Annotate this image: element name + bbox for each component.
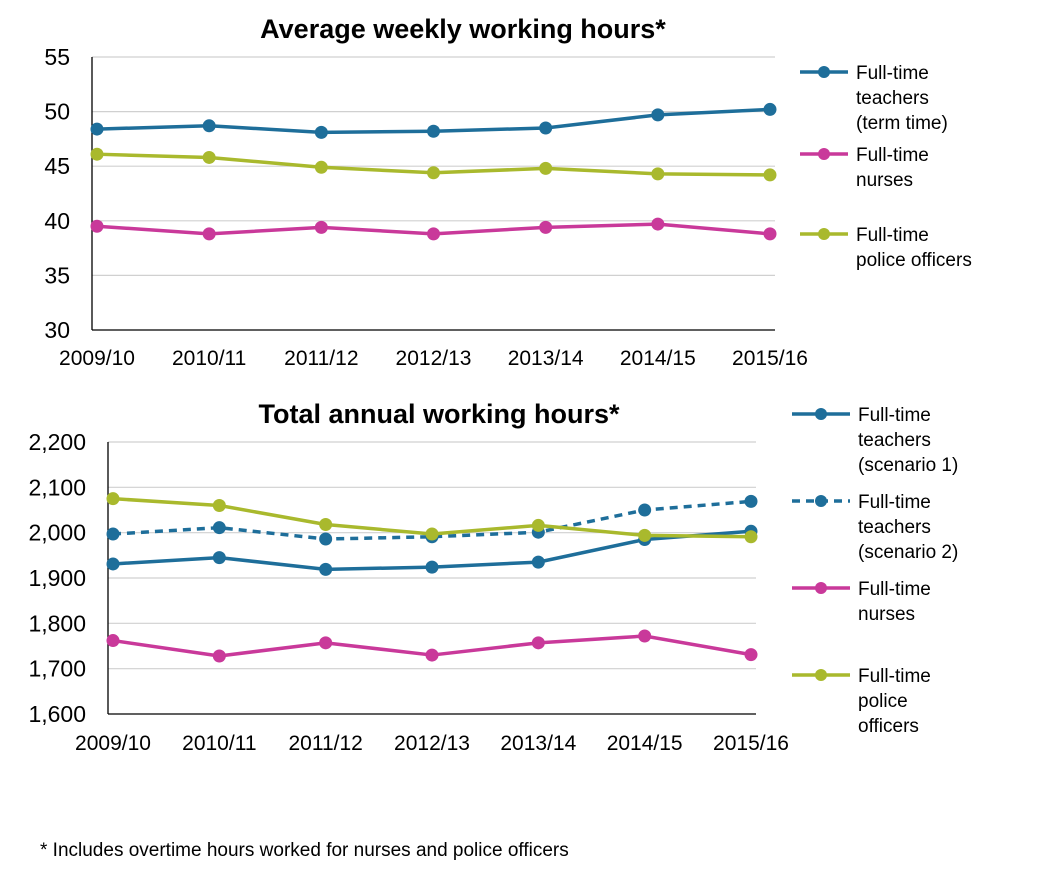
- data-point-full-time-nurses: [314, 220, 328, 234]
- y-tick-label: 2,000: [28, 520, 86, 546]
- data-point-full-time-teachers-term-time: [763, 102, 777, 116]
- legend-label-full-time-police-officers: Full-time police officers: [858, 666, 931, 737]
- x-tick-label: 2011/12: [288, 732, 362, 755]
- legend-label-full-time-teachers-scenario-2: Full-time teachers (scenario 2): [858, 492, 958, 563]
- data-point-full-time-nurses: [531, 636, 545, 650]
- data-point-full-time-police-officers: [90, 147, 104, 161]
- legend-label-full-time-nurses: Full-time nurses: [858, 579, 931, 625]
- x-tick-label: 2012/13: [394, 732, 470, 755]
- data-point-full-time-teachers-scenario-1: [106, 557, 120, 571]
- x-tick-label: 2015/16: [713, 732, 789, 755]
- y-tick-label: 45: [44, 153, 70, 179]
- data-point-full-time-teachers-scenario-2: [106, 527, 120, 541]
- legend-label-full-time-teachers-scenario-1: Full-time teachers (scenario 1): [858, 405, 958, 476]
- x-tick-label: 2015/16: [732, 347, 808, 370]
- data-point-full-time-police-officers: [202, 150, 216, 164]
- data-point-full-time-teachers-scenario-1: [531, 555, 545, 569]
- data-point-full-time-teachers-scenario-2: [212, 521, 226, 535]
- data-point-full-time-nurses: [425, 648, 439, 662]
- data-point-full-time-police-officers: [638, 528, 652, 542]
- legend-marker-full-time-teachers-term-time: [818, 66, 830, 78]
- x-tick-label: 2010/11: [172, 347, 246, 370]
- data-point-full-time-nurses: [427, 227, 440, 241]
- data-point-full-time-teachers-term-time: [651, 108, 665, 122]
- footnote: * Includes overtime hours worked for nur…: [40, 840, 569, 861]
- y-tick-label: 40: [44, 208, 70, 234]
- legend-marker-full-time-teachers-scenario-1: [815, 408, 827, 420]
- y-tick-label: 55: [44, 44, 70, 70]
- legend-label-full-time-police-officers: Full-time police officers: [856, 225, 972, 271]
- y-tick-label: 1,700: [28, 656, 86, 682]
- x-tick-label: 2013/14: [500, 732, 576, 755]
- data-point-full-time-police-officers: [539, 161, 553, 175]
- data-point-full-time-teachers-term-time: [202, 119, 216, 133]
- data-point-full-time-nurses: [319, 636, 333, 650]
- data-point-full-time-police-officers: [427, 166, 440, 180]
- legend-marker-full-time-teachers-scenario-2: [815, 495, 827, 507]
- data-point-full-time-nurses: [212, 649, 226, 663]
- data-point-full-time-teachers-term-time: [539, 121, 553, 135]
- data-point-full-time-nurses: [638, 629, 652, 643]
- data-point-full-time-teachers-scenario-2: [319, 532, 333, 546]
- legend-label-full-time-teachers-term-time: Full-time teachers (term time): [856, 63, 948, 134]
- legend-marker-full-time-police-officers: [818, 228, 830, 240]
- x-tick-label: 2012/13: [396, 347, 472, 370]
- data-point-full-time-nurses: [744, 648, 758, 662]
- y-tick-label: 50: [44, 99, 70, 125]
- x-tick-label: 2009/10: [59, 347, 135, 370]
- x-tick-label: 2009/10: [75, 732, 151, 755]
- data-point-full-time-nurses: [539, 220, 553, 234]
- data-point-full-time-nurses: [106, 634, 120, 648]
- x-tick-label: 2010/11: [182, 732, 256, 755]
- data-point-full-time-police-officers: [531, 518, 545, 532]
- data-point-full-time-police-officers: [651, 167, 665, 181]
- data-point-full-time-teachers-scenario-1: [212, 551, 226, 565]
- legend-label-full-time-nurses: Full-time nurses: [856, 145, 929, 191]
- legend-marker-full-time-police-officers: [815, 669, 827, 681]
- x-tick-label: 2014/15: [620, 347, 696, 370]
- data-point-full-time-police-officers: [425, 527, 439, 541]
- data-point-full-time-teachers-scenario-1: [425, 560, 439, 574]
- data-point-full-time-police-officers: [314, 160, 328, 174]
- y-tick-label: 2,100: [28, 474, 86, 500]
- data-point-full-time-teachers-term-time: [314, 125, 328, 139]
- y-tick-label: 1,600: [28, 701, 86, 727]
- data-point-full-time-nurses: [90, 219, 104, 233]
- legend-marker-full-time-nurses: [815, 582, 827, 594]
- data-point-full-time-police-officers: [763, 168, 777, 182]
- y-tick-label: 1,800: [28, 610, 86, 636]
- data-point-full-time-nurses: [651, 217, 665, 231]
- chart-title-1: Average weekly working hours*: [260, 14, 666, 44]
- data-point-full-time-nurses: [202, 227, 216, 241]
- y-tick-label: 35: [44, 262, 70, 288]
- data-point-full-time-teachers-scenario-1: [319, 562, 333, 576]
- data-point-full-time-police-officers: [106, 492, 120, 506]
- y-tick-label: 1,900: [28, 565, 86, 591]
- y-tick-label: 30: [44, 317, 70, 343]
- data-point-full-time-police-officers: [744, 530, 758, 544]
- legend-marker-full-time-nurses: [818, 148, 830, 160]
- x-tick-label: 2011/12: [284, 347, 358, 370]
- y-tick-label: 2,200: [28, 429, 86, 455]
- data-point-full-time-nurses: [763, 227, 777, 241]
- x-tick-label: 2013/14: [508, 347, 584, 370]
- data-point-full-time-teachers-term-time: [427, 124, 440, 138]
- x-tick-label: 2014/15: [607, 732, 683, 755]
- data-point-full-time-teachers-scenario-2: [744, 494, 758, 508]
- data-point-full-time-police-officers: [319, 518, 333, 532]
- data-point-full-time-police-officers: [212, 498, 226, 512]
- data-point-full-time-teachers-term-time: [90, 122, 104, 136]
- chart-title-2: Total annual working hours*: [258, 399, 620, 429]
- data-point-full-time-teachers-scenario-2: [638, 503, 652, 517]
